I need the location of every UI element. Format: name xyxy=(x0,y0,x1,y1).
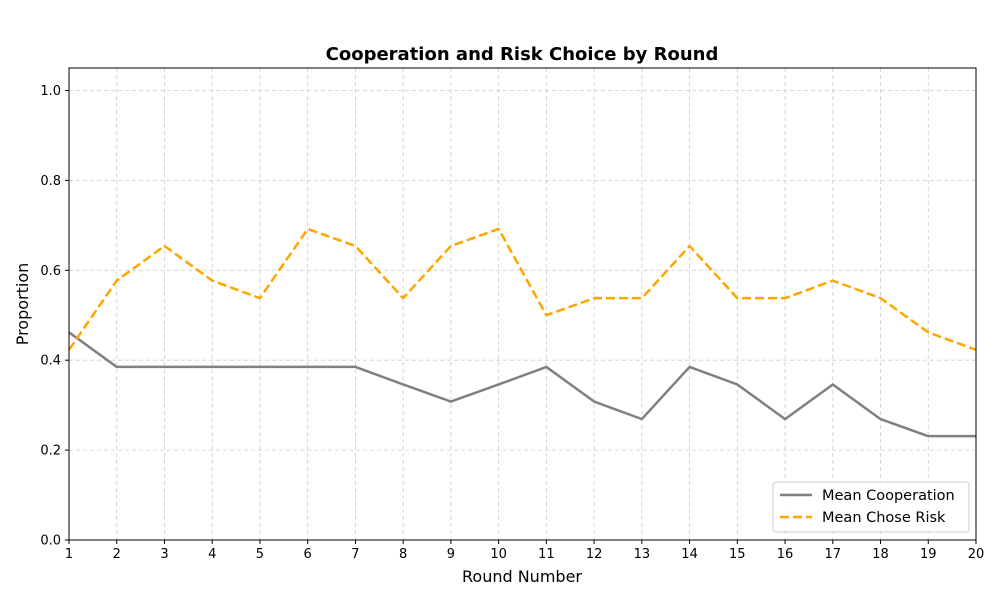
series-layer xyxy=(67,227,977,438)
x-tick-label: 13 xyxy=(634,547,651,562)
y-tick-label: 0.4 xyxy=(40,354,61,369)
data-point-mean-cooperation xyxy=(926,434,930,438)
x-tick-label: 7 xyxy=(351,547,359,562)
data-point-mean-cooperation xyxy=(210,365,214,369)
data-point-mean-chose-risk xyxy=(210,279,214,283)
x-tick-label: 4 xyxy=(208,547,216,562)
y-axis-label: Proportion xyxy=(13,263,32,346)
x-tick-label: 8 xyxy=(399,547,407,562)
chart-title: Cooperation and Risk Choice by Round xyxy=(326,44,719,65)
data-point-mean-cooperation xyxy=(783,417,787,421)
plot-frame xyxy=(68,67,977,541)
grid xyxy=(68,68,977,541)
data-point-mean-chose-risk xyxy=(449,244,453,248)
data-point-mean-chose-risk xyxy=(735,296,739,300)
data-point-mean-cooperation xyxy=(449,400,453,404)
y-tick-label: 0.6 xyxy=(40,264,61,279)
data-point-mean-cooperation xyxy=(879,417,883,421)
x-tick-label: 15 xyxy=(729,547,746,562)
data-point-mean-chose-risk xyxy=(640,296,644,300)
data-point-mean-cooperation xyxy=(306,365,310,369)
data-point-mean-chose-risk xyxy=(306,227,310,231)
data-point-mean-cooperation xyxy=(831,382,835,386)
y-tick-label: 0.0 xyxy=(40,534,61,549)
data-point-mean-chose-risk xyxy=(879,296,883,300)
series-line-mean-cooperation xyxy=(68,331,976,438)
y-tick-label: 1.0 xyxy=(40,84,61,99)
x-tick-label: 14 xyxy=(681,547,698,562)
data-point-mean-cooperation xyxy=(544,365,548,369)
x-tick-label: 2 xyxy=(113,547,121,562)
x-axis-label: Round Number xyxy=(462,567,582,586)
y-tick-label: 0.2 xyxy=(40,444,61,459)
x-tick-label: 17 xyxy=(825,547,842,562)
data-point-mean-cooperation xyxy=(401,382,405,386)
x-tick-label: 6 xyxy=(304,547,312,562)
data-point-mean-cooperation xyxy=(258,365,262,369)
data-point-mean-cooperation xyxy=(115,365,119,369)
x-tick-label: 9 xyxy=(447,547,455,562)
legend-box xyxy=(772,481,970,533)
axis-ticks: 1 2 3 4 5 6 7 8 9 10 11 12 13 14 15 16 17 18 19 200.00.20.4… xyxy=(40,84,984,562)
data-point-mean-chose-risk xyxy=(115,279,119,283)
data-point-mean-chose-risk xyxy=(162,244,166,248)
x-tick-label: 10 xyxy=(490,547,507,562)
legend-label-mean-chose-risk: Mean Chose Risk xyxy=(822,510,946,526)
data-point-mean-chose-risk xyxy=(497,227,501,231)
data-point-mean-chose-risk xyxy=(544,313,548,317)
x-tick-label: 12 xyxy=(586,547,603,562)
x-tick-label: 5 xyxy=(256,547,264,562)
x-tick-label: 16 xyxy=(777,547,794,562)
x-tick-label: 20 xyxy=(968,547,985,562)
y-tick-label: 0.8 xyxy=(40,174,61,189)
data-point-mean-chose-risk xyxy=(592,296,596,300)
x-tick-label: 19 xyxy=(920,547,937,562)
data-point-mean-cooperation xyxy=(688,365,692,369)
data-point-mean-cooperation xyxy=(353,365,357,369)
data-point-mean-cooperation xyxy=(497,382,501,386)
data-point-mean-chose-risk xyxy=(688,244,692,248)
x-tick-label: 3 xyxy=(160,547,168,562)
data-point-mean-cooperation xyxy=(162,365,166,369)
x-tick-label: 18 xyxy=(872,547,889,562)
legend: Mean Cooperation Mean Chose Risk xyxy=(772,481,970,533)
data-point-mean-chose-risk xyxy=(258,296,262,300)
legend-label-mean-cooperation: Mean Cooperation xyxy=(822,488,955,504)
x-tick-label: 11 xyxy=(538,547,555,562)
data-point-mean-cooperation xyxy=(640,417,644,421)
data-point-mean-chose-risk xyxy=(353,244,357,248)
x-tick-label: 1 xyxy=(65,547,73,562)
data-point-mean-chose-risk xyxy=(926,330,930,334)
data-point-mean-cooperation xyxy=(592,400,596,404)
data-point-mean-chose-risk xyxy=(831,279,835,283)
data-point-mean-chose-risk xyxy=(783,296,787,300)
series-line-mean-chose-risk xyxy=(67,227,977,352)
data-point-mean-cooperation xyxy=(735,382,739,386)
data-point-mean-chose-risk xyxy=(401,296,405,300)
